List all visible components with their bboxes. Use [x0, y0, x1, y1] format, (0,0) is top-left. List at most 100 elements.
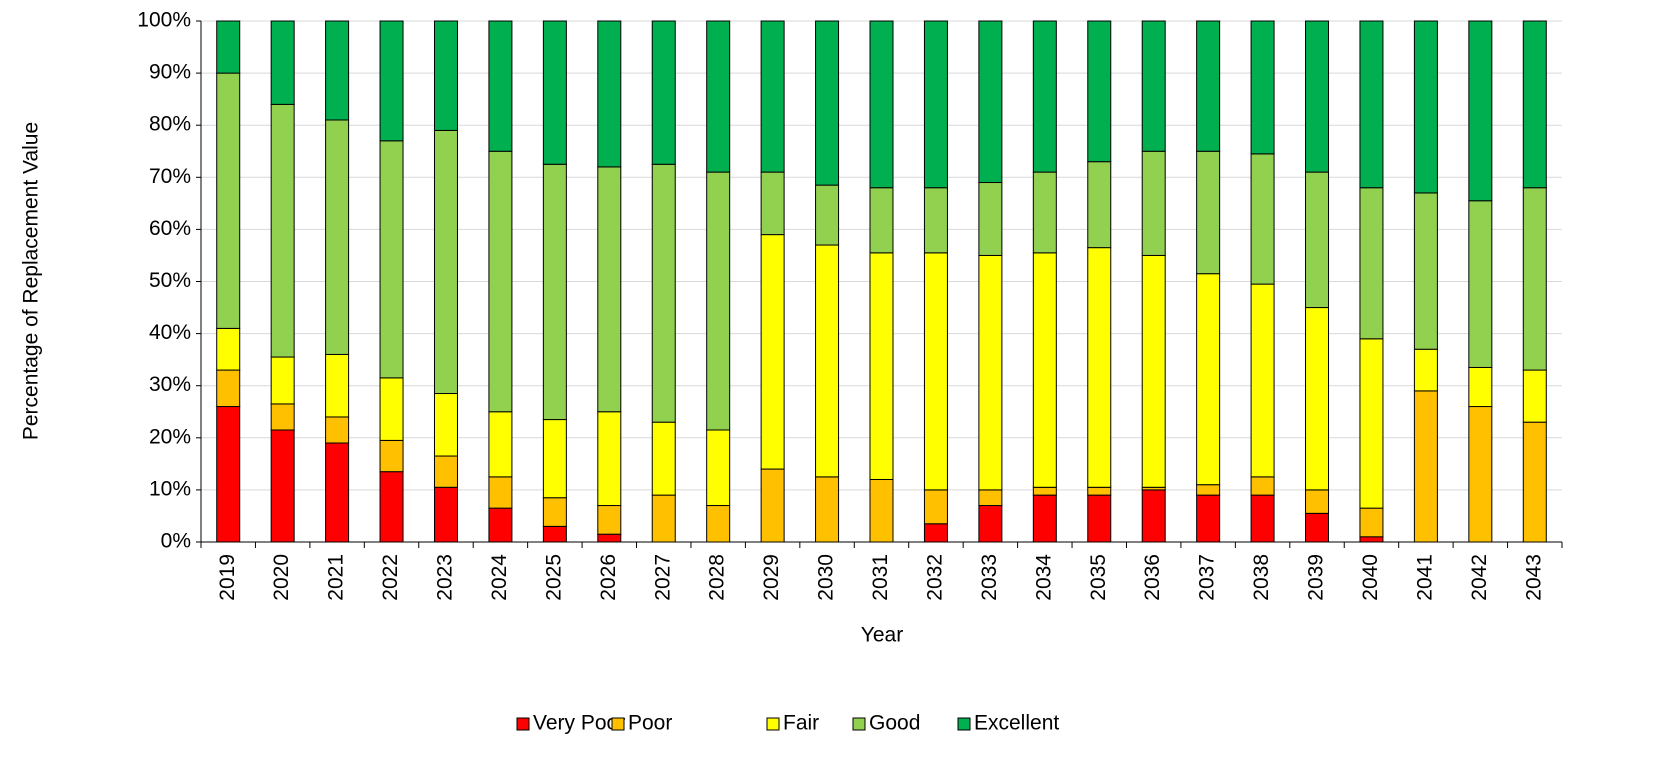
- bar-segment: [270, 403, 295, 431]
- x-tick-label: 2027: [651, 554, 674, 601]
- bar-segment: [1087, 494, 1112, 543]
- x-tick-label: 2024: [488, 554, 511, 601]
- bar-segment: [488, 411, 513, 478]
- bar-segment: [1250, 494, 1275, 543]
- bar-segment: [542, 163, 567, 421]
- x-tick-label: 2029: [760, 554, 783, 601]
- bar-segment: [1468, 406, 1493, 543]
- bar-segment: [488, 507, 513, 543]
- bar-segment: [1250, 476, 1275, 496]
- bar-segment: [1468, 366, 1493, 408]
- legend-swatch: [516, 717, 530, 731]
- bar-segment: [379, 20, 404, 142]
- x-tick-label: 2033: [978, 554, 1001, 601]
- bar-segment: [597, 505, 622, 535]
- bar-segment: [923, 252, 948, 491]
- x-tick-label: 2020: [270, 554, 293, 601]
- y-tick-label: 40%: [149, 321, 191, 344]
- bar-segment: [1522, 421, 1547, 543]
- x-tick-label: 2026: [597, 554, 620, 601]
- bar-segment: [542, 525, 567, 543]
- bar-segment: [1250, 20, 1275, 155]
- legend-swatch: [766, 717, 780, 731]
- bar-segment: [325, 119, 350, 355]
- y-tick-label: 50%: [149, 269, 191, 292]
- bar-segment: [815, 184, 840, 246]
- legend-label: Excellent: [974, 712, 1059, 735]
- bar-segment: [1087, 161, 1112, 249]
- x-tick-label: 2034: [1032, 554, 1055, 601]
- legend-swatch: [611, 717, 625, 731]
- x-tick-label: 2031: [869, 554, 892, 601]
- x-tick-label: 2039: [1305, 554, 1328, 601]
- bar-segment: [216, 369, 241, 408]
- bar-segment: [216, 327, 241, 371]
- bar-segment: [1413, 390, 1438, 543]
- x-tick-label: 2037: [1196, 554, 1219, 601]
- y-tick-label: 100%: [137, 9, 191, 32]
- bar-segment: [923, 187, 948, 254]
- bar-segment: [488, 476, 513, 509]
- legend-swatch: [957, 717, 971, 731]
- bar-segment: [1359, 20, 1384, 189]
- legend-label: Good: [869, 712, 920, 735]
- bar-segment: [1196, 20, 1221, 152]
- bar-segment: [1141, 254, 1166, 488]
- x-tick-label: 2043: [1522, 554, 1545, 601]
- bar-segment: [1305, 307, 1330, 491]
- bar-segment: [923, 489, 948, 525]
- x-tick-label: 2030: [815, 554, 838, 601]
- bar-segment: [1522, 187, 1547, 371]
- bar-segment: [1032, 486, 1057, 496]
- bar-segment: [1359, 187, 1384, 340]
- bar-segment: [815, 476, 840, 543]
- bar-segment: [270, 103, 295, 358]
- bar-segment: [706, 505, 731, 543]
- bar-segment: [1305, 512, 1330, 543]
- bar-segment: [869, 478, 894, 543]
- bar-segment: [216, 20, 241, 74]
- bar-segment: [542, 20, 567, 165]
- bar-segment: [869, 187, 894, 254]
- bar-segment: [488, 150, 513, 413]
- bar-segment: [815, 20, 840, 186]
- y-tick-label: 10%: [149, 477, 191, 500]
- bar-segment: [433, 129, 458, 395]
- bar-segment: [760, 20, 785, 173]
- bar-segment: [379, 471, 404, 543]
- bar-segment: [1522, 369, 1547, 423]
- bar-segment: [1196, 273, 1221, 486]
- bar-segment: [651, 494, 676, 543]
- bar-segment: [760, 468, 785, 543]
- x-tick-label: 2040: [1359, 554, 1382, 601]
- bar-segment: [978, 254, 1003, 491]
- bar-segment: [270, 356, 295, 405]
- y-tick-label: 20%: [149, 425, 191, 448]
- bar-segment: [325, 20, 350, 121]
- legend-label: Fair: [783, 712, 819, 735]
- bar-segment: [869, 20, 894, 189]
- y-tick-label: 60%: [149, 217, 191, 240]
- bar-segment: [1359, 536, 1384, 543]
- x-tick-label: 2032: [923, 554, 946, 601]
- bar-segment: [760, 171, 785, 236]
- bar-segment: [1250, 153, 1275, 285]
- bar-segment: [1413, 348, 1438, 392]
- bar-segment: [1196, 494, 1221, 543]
- y-tick-label: 90%: [149, 61, 191, 84]
- bar-segment: [597, 166, 622, 413]
- bar-segment: [1032, 494, 1057, 543]
- bar-segment: [1032, 20, 1057, 173]
- x-tick-label: 2023: [434, 554, 457, 601]
- bar-segment: [1141, 150, 1166, 256]
- bar-segment: [379, 439, 404, 473]
- legend-swatch: [852, 717, 866, 731]
- x-tick-label: 2041: [1413, 554, 1436, 601]
- bar-segment: [1087, 486, 1112, 496]
- bar-segment: [978, 182, 1003, 256]
- bar-segment: [1468, 200, 1493, 368]
- bar-segment: [216, 72, 241, 329]
- bar-segment: [760, 234, 785, 470]
- bar-segment: [706, 429, 731, 507]
- y-tick-label: 30%: [149, 373, 191, 396]
